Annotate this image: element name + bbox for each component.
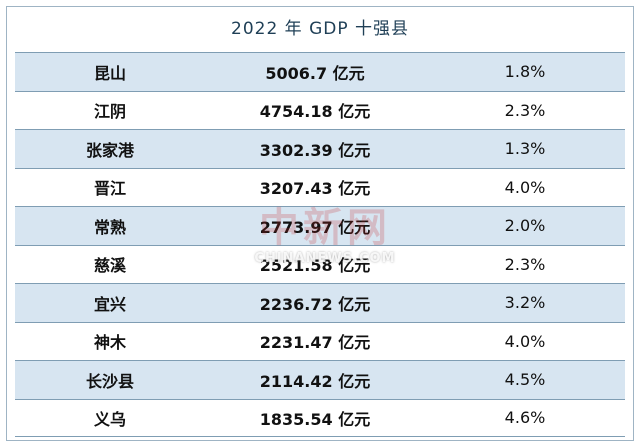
table-row: 晋江 3207.43 亿元 4.0% (15, 167, 625, 207)
gdp-value: 2773.97 亿元 (259, 217, 371, 237)
gdp-value: 2231.47 亿元 (259, 333, 371, 353)
growth-rate: 4.6% (504, 408, 546, 428)
table-row: 张家港 3302.39 亿元 1.3% (15, 129, 625, 168)
county-name: 昆山 (93, 63, 126, 83)
county-name: 晋江 (93, 179, 126, 199)
growth-rate: 1.3% (504, 139, 546, 159)
table-row: 昆山 5006.7 亿元 1.8% (15, 52, 625, 91)
gdp-value: 2114.42 亿元 (259, 371, 371, 391)
gdp-table: 昆山 5006.7 亿元 1.8% 江阴 4754.18 亿元 2.3% 张家港… (15, 52, 625, 437)
table-row: 常熟 2773.97 亿元 2.0% (15, 206, 625, 245)
table-row: 江阴 4754.18 亿元 2.3% (15, 90, 625, 130)
gdp-value: 2236.72 亿元 (259, 294, 371, 314)
table-row: 慈溪 2521.58 亿元 2.3% (15, 244, 625, 284)
county-name: 常熟 (93, 217, 126, 237)
growth-rate: 4.0% (504, 177, 546, 197)
county-name: 长沙县 (85, 371, 134, 391)
growth-rate: 3.2% (504, 293, 546, 313)
table-row: 神木 2231.47 亿元 4.0% (15, 321, 625, 361)
county-name: 慈溪 (93, 256, 126, 276)
county-name: 江阴 (93, 102, 126, 122)
growth-rate: 2.3% (504, 100, 546, 120)
gdp-value: 1835.54 亿元 (259, 409, 371, 429)
table-title: 2022 年 GDP 十强县 (231, 19, 409, 39)
growth-rate: 4.5% (504, 370, 546, 390)
gdp-value: 3302.39 亿元 (259, 140, 371, 160)
county-name: 神木 (93, 333, 126, 353)
gdp-value: 3207.43 亿元 (259, 179, 371, 199)
county-name: 宜兴 (93, 294, 126, 314)
growth-rate: 2.0% (504, 216, 546, 236)
county-name: 张家港 (85, 140, 134, 160)
gdp-value: 5006.7 亿元 (265, 63, 365, 83)
table-row: 义乌 1835.54 亿元 4.6% (15, 398, 625, 437)
gdp-value: 4754.18 亿元 (259, 102, 371, 122)
gdp-value: 2521.58 亿元 (259, 256, 371, 276)
growth-rate: 4.0% (504, 331, 546, 351)
table-row: 宜兴 2236.72 亿元 3.2% (15, 283, 625, 322)
growth-rate: 2.3% (504, 254, 546, 274)
growth-rate: 1.8% (504, 62, 546, 82)
table-card: 2022 年 GDP 十强县 昆山 5006.7 亿元 1.8% 江阴 4754… (6, 6, 634, 441)
county-name: 义乌 (93, 409, 126, 429)
table-row: 长沙县 2114.42 亿元 4.5% (15, 360, 625, 399)
